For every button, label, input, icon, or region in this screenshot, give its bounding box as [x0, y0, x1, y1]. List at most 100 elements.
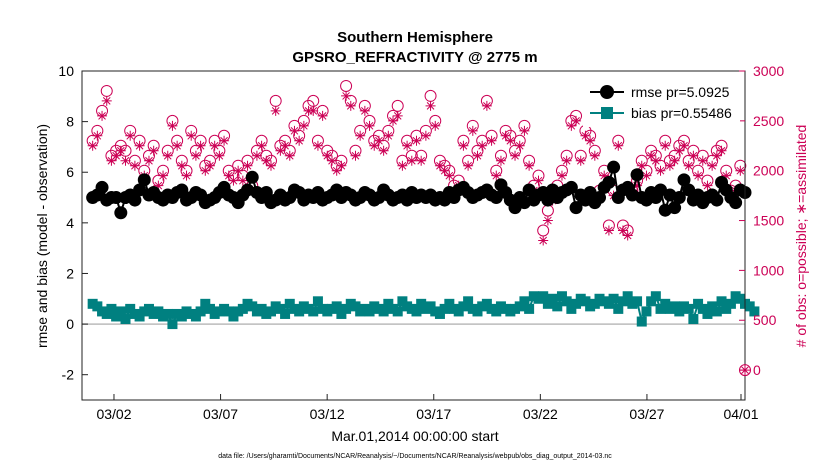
- rmse-point: [593, 191, 607, 205]
- obs-assimilated-point: [481, 100, 492, 111]
- obs-assimilated-point: [472, 150, 483, 161]
- rmse-point: [564, 180, 578, 194]
- obs-assimilated-point: [500, 130, 511, 141]
- obs-assimilated-point: [223, 170, 234, 181]
- bias-point: [444, 298, 455, 309]
- y2-tick-label: 0: [753, 362, 761, 378]
- obs-assimilated-point: [87, 140, 98, 151]
- obs-assimilated-point: [702, 180, 713, 191]
- rmse-point: [109, 191, 123, 205]
- obs-assimilated-point: [186, 130, 197, 141]
- bias-point: [561, 296, 572, 307]
- rmse-point: [668, 201, 682, 215]
- obs-assimilated-point: [214, 150, 225, 161]
- obs-assimilated-point: [350, 150, 361, 161]
- rmse-point: [569, 201, 583, 215]
- obs-assimilated-point: [195, 140, 206, 151]
- bias-point: [716, 296, 727, 307]
- bias-point: [134, 311, 145, 322]
- obs-assimilated-point: [622, 230, 633, 241]
- obs-zero-assimilated-point: [740, 365, 750, 376]
- bias-point: [190, 311, 201, 322]
- bias-point: [463, 296, 474, 307]
- obs-assimilated-point: [106, 155, 117, 166]
- obs-assimilated-point: [388, 115, 399, 126]
- obs-assimilated-point: [430, 120, 441, 131]
- bias-point: [204, 303, 215, 314]
- x-axis-label: Mar.01,2014 00:00:00 start: [331, 428, 498, 444]
- obs-assimilated-point: [650, 155, 661, 166]
- obs-assimilated-point: [636, 160, 647, 171]
- bias-point: [702, 308, 713, 319]
- obs-assimilated-point: [524, 160, 535, 171]
- obs-assimilated-point: [444, 170, 455, 181]
- bias-point: [176, 311, 187, 322]
- rmse-point: [607, 160, 621, 174]
- x-tick-label: 03/27: [629, 406, 664, 422]
- obs-assimilated-point: [359, 105, 370, 116]
- obs-assimilated-point: [519, 125, 530, 136]
- bias-point: [378, 306, 389, 317]
- obs-assimilated-point: [251, 150, 262, 161]
- bias-point: [280, 308, 291, 319]
- bias-point: [749, 306, 760, 317]
- obs-assimilated-point: [416, 155, 427, 166]
- bias-point: [613, 303, 624, 314]
- obs-assimilated-point: [242, 160, 253, 171]
- bias-point: [674, 306, 685, 317]
- y2-tick-label: 1500: [753, 213, 784, 229]
- bias-point: [524, 303, 535, 314]
- x-tick-label: 03/17: [416, 406, 451, 422]
- bias-point: [120, 314, 131, 325]
- y2-tick-label: 1000: [753, 262, 784, 278]
- y-tick-label: -2: [62, 367, 75, 383]
- bias-point: [481, 298, 492, 309]
- bias-point: [472, 306, 483, 317]
- obs-assimilated-point: [312, 140, 323, 151]
- y2-tick-label: 2500: [753, 113, 784, 129]
- bias-point: [434, 308, 445, 319]
- bias-point: [632, 296, 643, 307]
- obs-assimilated-point: [458, 140, 469, 151]
- obs-assimilated-point: [120, 155, 131, 166]
- obs-assimilated-point: [514, 140, 525, 151]
- obs-assimilated-point: [327, 155, 338, 166]
- x-tick-label: 03/12: [310, 406, 345, 422]
- rmse-point: [710, 193, 724, 207]
- bias-point: [556, 291, 567, 302]
- bias-point: [589, 298, 600, 309]
- obs-assimilated-point: [669, 155, 680, 166]
- obs-assimilated-point: [664, 160, 675, 171]
- bias-point: [693, 298, 704, 309]
- obs-assimilated-point: [115, 145, 126, 156]
- y-axis-label: rmse and bias (model - observation): [34, 124, 50, 348]
- bias-point: [195, 306, 206, 317]
- bias-point: [364, 306, 375, 317]
- bias-point: [312, 296, 323, 307]
- obs-assimilated-point: [233, 165, 244, 176]
- obs-assimilated-point: [707, 160, 718, 171]
- bias-point: [416, 298, 427, 309]
- obs-assimilated-point: [181, 170, 192, 181]
- legend: rmse pr=5.0925 bias pr=0.55486: [583, 77, 740, 127]
- bias-point: [397, 296, 408, 307]
- obs-assimilated-point: [434, 160, 445, 171]
- y-tick-label: 8: [66, 114, 74, 130]
- obs-assimilated-point: [585, 135, 596, 146]
- bias-point: [143, 303, 154, 314]
- obs-assimilated-point: [538, 235, 549, 246]
- obs-assimilated-point: [589, 150, 600, 161]
- y2-tick-label: 500: [753, 312, 777, 328]
- rmse-point: [95, 180, 109, 194]
- bias-point: [622, 291, 633, 302]
- obs-assimilated-point: [341, 90, 352, 101]
- bias-point: [542, 298, 553, 309]
- obs-assimilated-point: [345, 100, 356, 111]
- bias-point: [237, 303, 248, 314]
- bias-point: [275, 303, 286, 314]
- rmse-point: [137, 173, 151, 187]
- bias-point: [125, 303, 136, 314]
- obs-assimilated-point: [204, 160, 215, 171]
- bias-point: [669, 301, 680, 312]
